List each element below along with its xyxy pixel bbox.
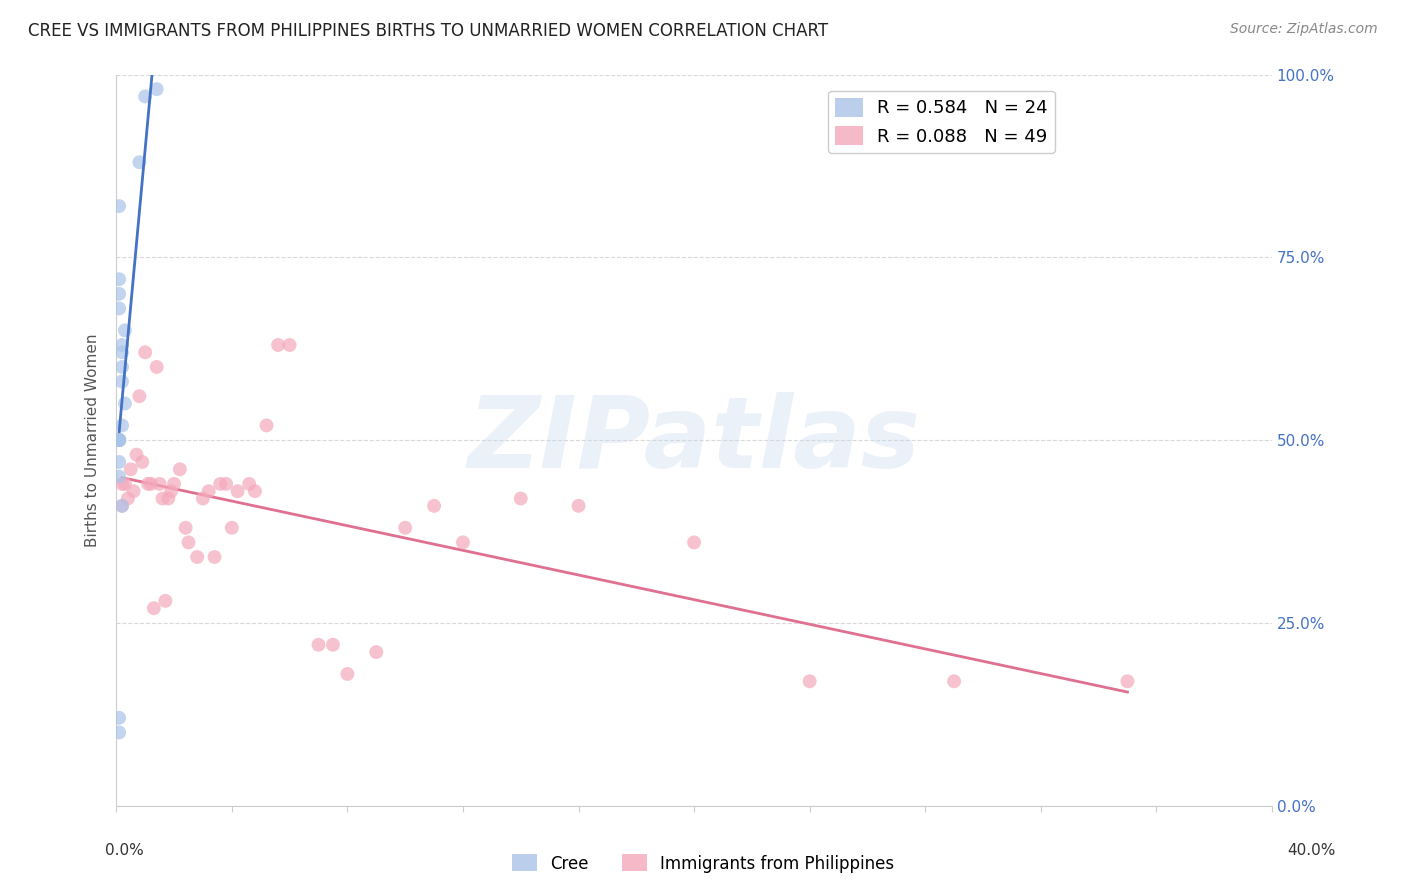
Point [186,549,208,564]
Point [111,499,134,513]
Point [114,476,136,491]
Point [108,469,131,483]
Point [163,476,186,491]
Text: 40.0%: 40.0% [1288,843,1336,858]
Point [149,476,172,491]
Point [108,199,131,213]
Point [215,476,238,491]
Point [394,521,416,535]
Point [191,491,214,506]
Point [128,389,150,403]
Point [177,535,200,549]
Legend: Cree, Immigrants from Philippines: Cree, Immigrants from Philippines [505,847,901,880]
Point [108,433,131,447]
Point [122,484,145,499]
Point [111,338,134,352]
Point [111,345,134,359]
Point [322,638,344,652]
Point [943,674,966,689]
Point [134,345,156,359]
Point [197,484,219,499]
Point [567,499,589,513]
Point [108,455,131,469]
Point [136,476,159,491]
Point [209,476,232,491]
Point [256,418,278,433]
Point [108,301,131,316]
Point [111,499,134,513]
Text: CREE VS IMMIGRANTS FROM PHILIPPINES BIRTHS TO UNMARRIED WOMEN CORRELATION CHART: CREE VS IMMIGRANTS FROM PHILIPPINES BIRT… [28,22,828,40]
Point [145,359,167,374]
Point [108,286,131,301]
Point [799,674,821,689]
Text: ZIPatlas: ZIPatlas [468,392,921,489]
Point [108,725,131,739]
Point [157,491,180,506]
Point [152,491,174,506]
Point [128,155,150,169]
Point [174,521,197,535]
Point [366,645,388,659]
Point [142,601,165,615]
Point [111,359,134,374]
Point [308,638,330,652]
Point [683,535,706,549]
Point [111,375,134,389]
Point [145,82,167,96]
Point [267,338,290,352]
Text: 0.0%: 0.0% [105,843,145,858]
Point [114,323,136,337]
Y-axis label: Births to Unmarried Women: Births to Unmarried Women [86,334,100,547]
Point [243,484,266,499]
Point [120,462,142,476]
Point [221,521,243,535]
Point [160,484,183,499]
Text: Source: ZipAtlas.com: Source: ZipAtlas.com [1230,22,1378,37]
Point [139,476,162,491]
Point [108,272,131,286]
Point [238,476,260,491]
Point [169,462,191,476]
Point [108,711,131,725]
Point [108,433,131,447]
Point [131,455,153,469]
Point [108,433,131,447]
Point [204,549,226,564]
Point [108,433,131,447]
Point [1116,674,1139,689]
Point [108,433,131,447]
Point [451,535,474,549]
Point [125,448,148,462]
Point [114,396,136,410]
Point [111,476,134,491]
Point [155,594,177,608]
Point [111,418,134,433]
Point [117,491,139,506]
Legend: R = 0.584   N = 24, R = 0.088   N = 49: R = 0.584 N = 24, R = 0.088 N = 49 [828,91,1054,153]
Point [134,89,156,103]
Point [278,338,301,352]
Point [336,667,359,681]
Point [509,491,531,506]
Point [423,499,446,513]
Point [226,484,249,499]
